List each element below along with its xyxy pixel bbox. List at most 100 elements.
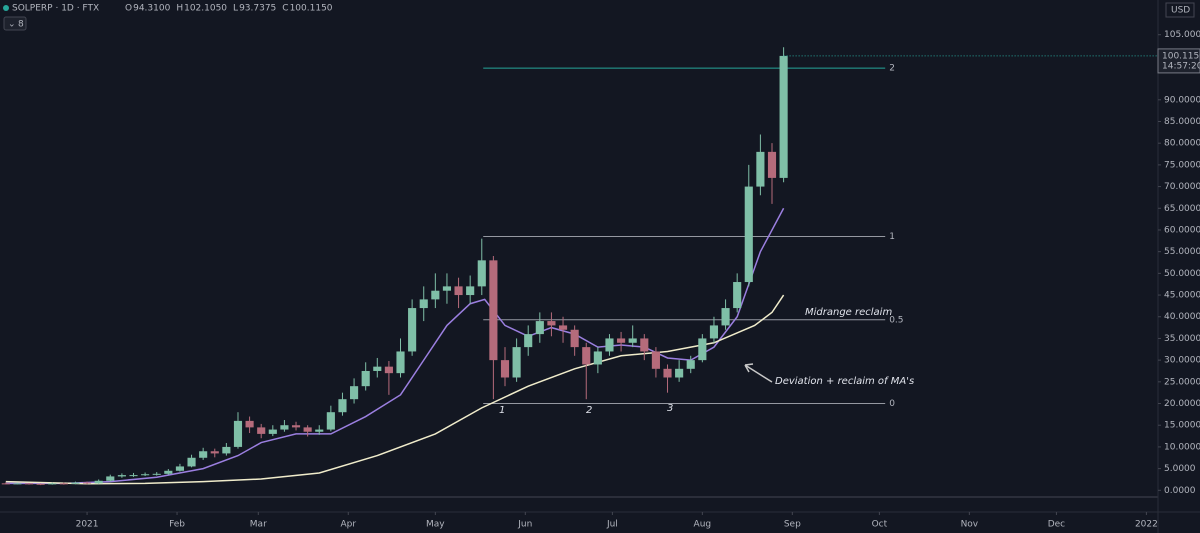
y-tick-label: 10.0000 [1164, 442, 1200, 452]
candle-body [210, 451, 219, 454]
fib-label: 0 [889, 399, 895, 409]
y-tick-label: 35.0000 [1164, 334, 1200, 344]
candle-body [500, 360, 510, 378]
fib-label: 0.5 [889, 315, 903, 325]
currency-box[interactable] [1165, 2, 1195, 18]
candle-body [547, 321, 556, 326]
candle-body [199, 451, 208, 458]
candle-body [350, 386, 359, 400]
candle-body [454, 286, 463, 296]
candle-body [756, 151, 765, 187]
candle-body [338, 399, 347, 413]
candle-body [686, 360, 695, 369]
candle-body [489, 260, 498, 361]
candle-body [767, 151, 777, 178]
candle-body [13, 483, 22, 485]
x-tick-label: Nov [961, 520, 979, 530]
moving-average [5, 207, 785, 485]
ohlc-value: 102.1050 [184, 4, 227, 14]
candle-body [129, 475, 138, 477]
candle-body [164, 470, 173, 474]
annotation: 3 [667, 403, 673, 414]
candle-body [141, 474, 150, 476]
ohlc-value: 93.7375 [239, 4, 276, 14]
candle-body [257, 427, 266, 434]
currency: USD [1171, 6, 1190, 16]
candle-body [558, 325, 568, 330]
x-tick-label: May [426, 520, 445, 530]
candle-body [268, 429, 277, 434]
candle-body [106, 476, 115, 481]
y-tick-label: 55.0000 [1164, 247, 1200, 257]
y-tick-label: 5.0000 [1164, 464, 1196, 474]
candle-body [593, 351, 602, 365]
x-tick-label: 2022 [1135, 520, 1158, 530]
candle-body [71, 482, 80, 484]
candle-body [303, 427, 312, 432]
countdown: 14:57:20 [1162, 61, 1200, 71]
annotation: Midrange reclaim [805, 307, 892, 318]
candle-body [605, 338, 614, 352]
y-tick-label: 75.0000 [1164, 160, 1200, 170]
candle-body [582, 347, 591, 365]
ohlc-key: L [233, 4, 238, 14]
ohlc-value: 94.3100 [133, 4, 170, 14]
x-tick-label: Jul [606, 520, 618, 530]
candle-body [698, 338, 707, 361]
moving-average [5, 294, 785, 485]
ohlc-key: C [282, 4, 288, 14]
y-tick-label: 60.0000 [1164, 225, 1200, 235]
candle-body [233, 420, 243, 447]
candle-body [59, 483, 68, 485]
candle-body [315, 429, 324, 432]
candle-body [640, 338, 649, 352]
candle-body [535, 321, 544, 335]
candle-body [419, 299, 428, 309]
y-tick-label: 105.0000 [1164, 30, 1200, 40]
x-tick-label: Oct [872, 520, 888, 530]
y-tick-label: 70.0000 [1164, 182, 1200, 192]
ohlc-key: H [176, 4, 183, 14]
last-price-label: 100.1150 [1162, 51, 1200, 61]
candle-body [651, 351, 660, 369]
x-tick-label: Mar [250, 520, 267, 530]
y-tick-label: 45.0000 [1164, 291, 1200, 301]
annotation: 1 [499, 405, 505, 416]
y-tick-label: 65.0000 [1164, 204, 1200, 214]
candle-body [291, 425, 301, 428]
y-tick-label: 20.0000 [1164, 399, 1200, 409]
y-tick-label: 30.0000 [1164, 356, 1200, 366]
indicator-toggle[interactable] [3, 16, 27, 31]
candle-body [442, 286, 452, 291]
x-tick-label: Dec [1048, 520, 1065, 530]
last-price-box [1157, 48, 1200, 74]
candle-body [361, 370, 370, 387]
x-tick-label: Sep [784, 520, 801, 530]
candle-body [477, 260, 486, 287]
ohlc-key: O [125, 4, 132, 14]
candle-body [187, 457, 196, 467]
candle-body [384, 366, 393, 374]
y-tick-label: 85.0000 [1164, 117, 1200, 127]
candle-body [617, 338, 626, 343]
candle-body [222, 446, 231, 454]
y-tick-label: 80.0000 [1164, 139, 1200, 149]
x-tick-label: 2021 [76, 520, 99, 530]
candle-body [663, 368, 672, 378]
candle-body [36, 483, 45, 485]
candle-body [431, 290, 440, 300]
candle-body [245, 420, 254, 428]
candle-body [1, 483, 10, 485]
candle-body [570, 329, 579, 348]
candle-body [512, 347, 521, 378]
annotation: 2 [586, 405, 592, 416]
candle-body [326, 412, 335, 430]
x-tick-label: Aug [694, 520, 712, 530]
toggle-chevron: ⌄ [8, 20, 16, 30]
candle-body [83, 482, 92, 484]
y-tick-label: 25.0000 [1164, 377, 1200, 387]
x-tick-label: Apr [340, 520, 356, 530]
y-tick-label: 40.0000 [1164, 312, 1200, 322]
